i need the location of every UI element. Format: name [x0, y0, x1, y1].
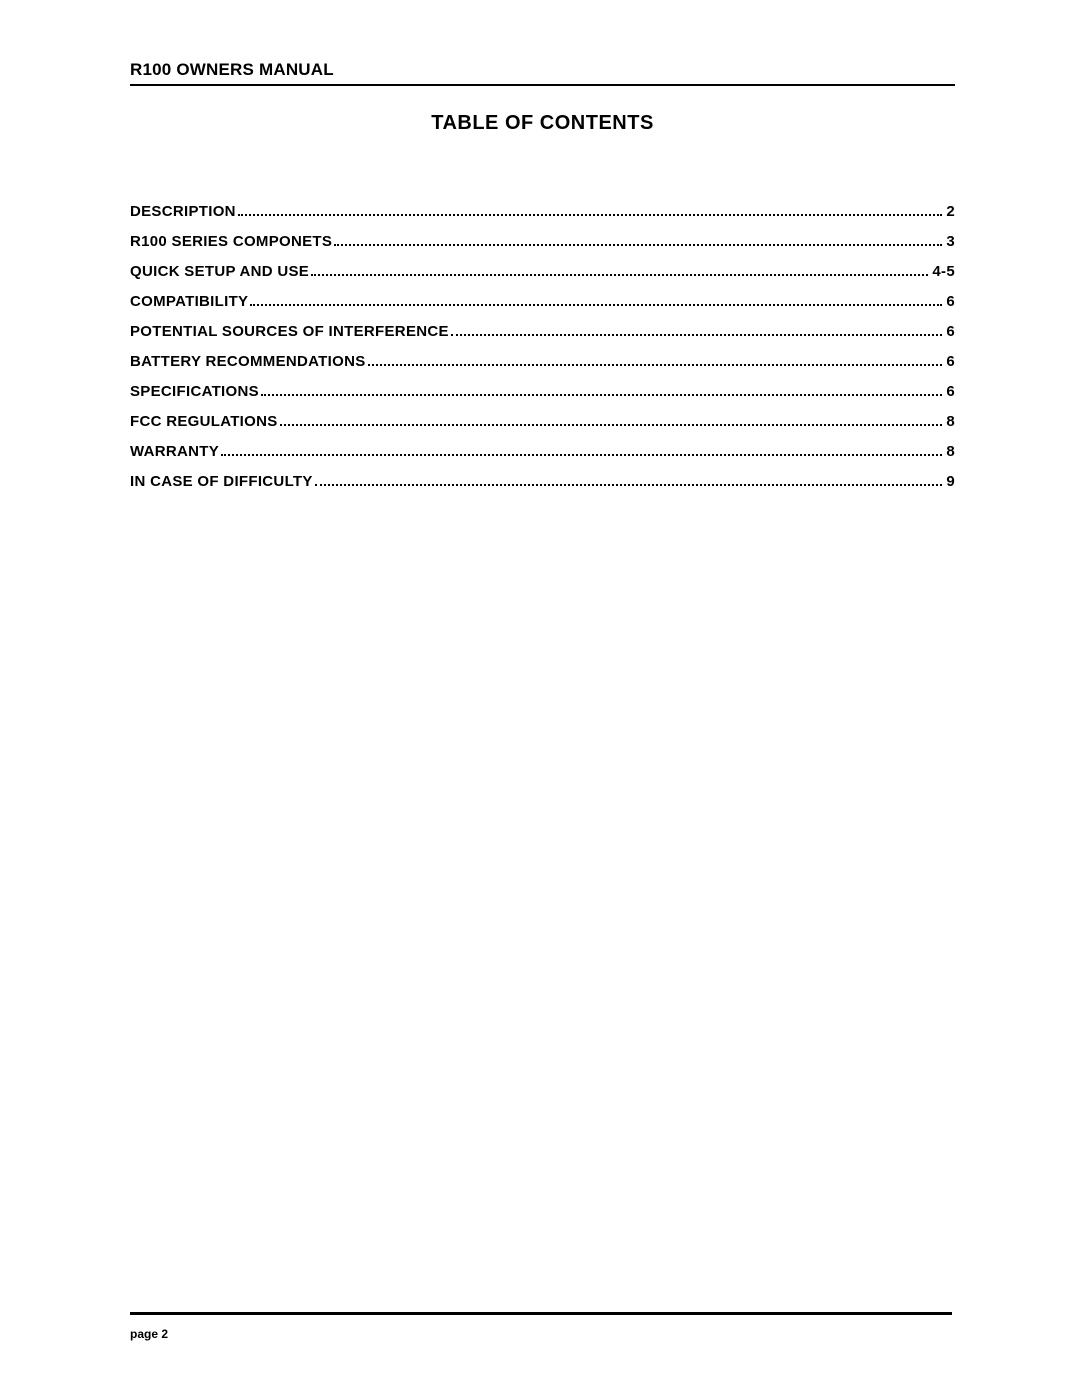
toc-entry-page: 8 — [946, 443, 955, 460]
toc-entry: POTENTIAL SOURCES OF INTERFERENCE 6 — [130, 323, 955, 340]
toc-entry: QUICK SETUP AND USE 4-5 — [130, 263, 955, 280]
toc-entry-label: COMPATIBILITY — [130, 293, 248, 310]
toc-leader-dots — [238, 214, 943, 216]
toc-entry-page: 3 — [946, 233, 955, 250]
toc-leader-dots — [280, 424, 943, 426]
toc-leader-dots — [334, 244, 942, 246]
toc-entry: SPECIFICATIONS 6 — [130, 383, 955, 400]
footer-rule — [130, 1312, 952, 1315]
toc-entry-page: 6 — [946, 383, 955, 400]
toc-entry: R100 SERIES COMPONETS 3 — [130, 233, 955, 250]
toc-entry-label: WARRANTY — [130, 443, 219, 460]
toc-entry-page: 8 — [946, 413, 955, 430]
toc-entry: FCC REGULATIONS 8 — [130, 413, 955, 430]
toc-leader-dots — [311, 274, 928, 276]
toc-entry-label: R100 SERIES COMPONETS — [130, 233, 332, 250]
toc-leader-dots — [250, 304, 942, 306]
toc-entry-page: 4-5 — [932, 263, 955, 280]
toc-entry-label: QUICK SETUP AND USE — [130, 263, 309, 280]
toc-entry: IN CASE OF DIFFICULTY 9 — [130, 473, 955, 490]
toc-leader-dots — [221, 454, 942, 456]
toc-entry-page: 6 — [946, 323, 955, 340]
toc-entry-label: BATTERY RECOMMENDATIONS — [130, 353, 366, 370]
toc-entry-label: POTENTIAL SOURCES OF INTERFERENCE — [130, 323, 449, 340]
toc-entry-page: 2 — [946, 203, 955, 220]
toc-leader-dots — [451, 334, 943, 336]
toc-entry-page: 6 — [946, 353, 955, 370]
toc-leader-dots — [368, 364, 943, 366]
toc-entry: BATTERY RECOMMENDATIONS 6 — [130, 353, 955, 370]
toc-entry: DESCRIPTION 2 — [130, 203, 955, 220]
toc-list: DESCRIPTION 2 R100 SERIES COMPONETS 3 QU… — [130, 203, 955, 490]
toc-entry-label: IN CASE OF DIFFICULTY — [130, 473, 313, 490]
toc-title: TABLE OF CONTENTS — [130, 112, 955, 135]
document-header: R100 OWNERS MANUAL — [130, 60, 955, 86]
toc-leader-dots — [315, 484, 943, 486]
toc-entry-label: FCC REGULATIONS — [130, 413, 278, 430]
toc-entry: COMPATIBILITY 6 — [130, 293, 955, 310]
toc-entry-label: SPECIFICATIONS — [130, 383, 259, 400]
toc-entry-page: 9 — [946, 473, 955, 490]
toc-entry-label: DESCRIPTION — [130, 203, 236, 220]
toc-entry-page: 6 — [946, 293, 955, 310]
toc-entry: WARRANTY 8 — [130, 443, 955, 460]
page-footer: page 2 — [130, 1312, 952, 1341]
page-number: page 2 — [130, 1327, 952, 1341]
toc-leader-dots — [261, 394, 942, 396]
